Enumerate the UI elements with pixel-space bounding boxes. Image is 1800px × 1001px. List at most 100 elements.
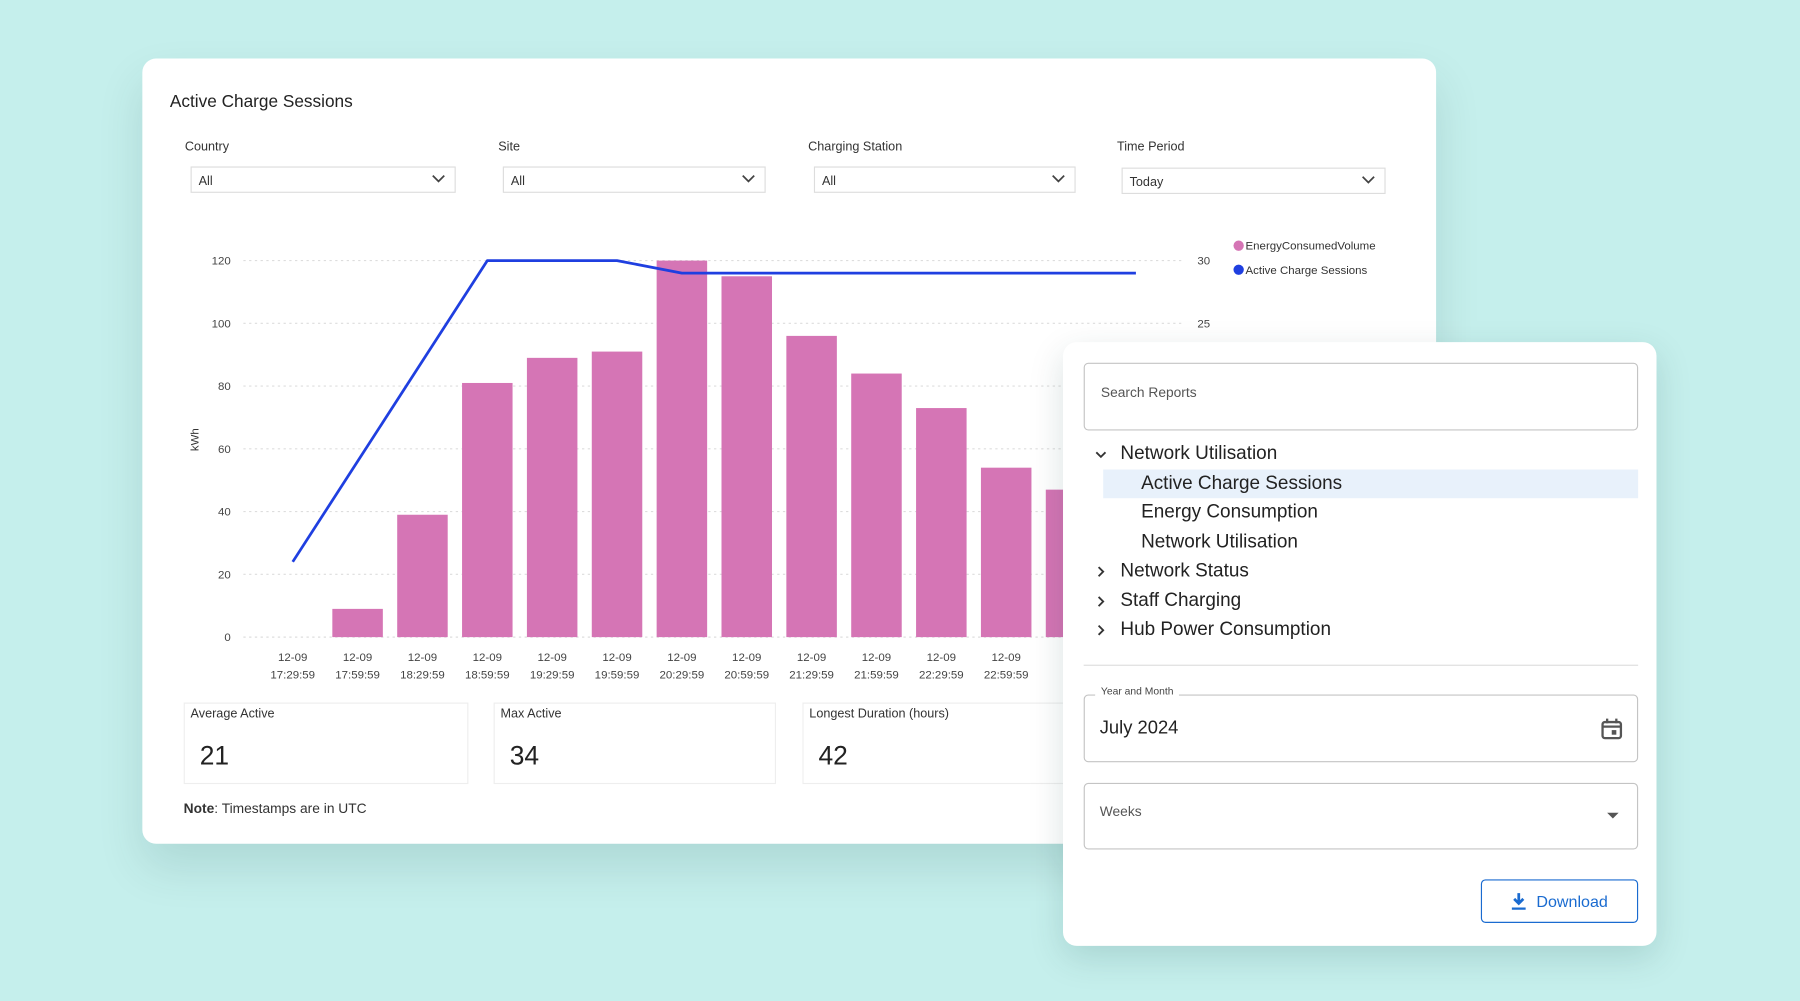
- calendar-icon[interactable]: [1600, 717, 1623, 740]
- x-tick-label: 12-09 19:29:59: [529, 652, 575, 682]
- chevron-line: [432, 175, 445, 183]
- chevron: [742, 175, 755, 183]
- filter-value: Today: [1129, 175, 1164, 190]
- y-tick-label: 120: [212, 256, 231, 268]
- legend-label: Active Charge Sessions: [1246, 265, 1368, 277]
- date-field-label: Year and Month: [1095, 685, 1180, 697]
- y-tick-label: 60: [218, 444, 231, 456]
- y-tick-label: 20: [218, 569, 231, 581]
- filter-label: Site: [498, 140, 520, 154]
- x-tick-label: 12-09 21:29:59: [789, 652, 834, 682]
- x-tick-label: 12-09 18:29:59: [400, 652, 445, 682]
- tree-item[interactable]: Energy Consumption: [1141, 501, 1318, 523]
- note-label: Note: [183, 800, 215, 817]
- y2-tick-label: 25: [1197, 318, 1210, 330]
- filter-label: Country: [184, 140, 230, 154]
- filter-dropdown[interactable]: All: [502, 166, 766, 193]
- download-icon: [1512, 893, 1527, 910]
- stat-box: Max Active 34: [493, 702, 777, 785]
- date-field-value: July 2024: [1099, 718, 1179, 739]
- stat-box: Longest Duration (hours) 42: [802, 702, 1085, 785]
- chevron: [1362, 176, 1375, 184]
- stat-value: 21: [199, 740, 230, 771]
- y2-tick-label: 30: [1197, 256, 1210, 268]
- chevron-line: [1052, 175, 1065, 183]
- tree-item[interactable]: Staff Charging: [1120, 589, 1242, 611]
- chevron: [432, 175, 445, 183]
- weeks-placeholder: Weeks: [1099, 803, 1142, 820]
- legend-swatch: [1233, 264, 1244, 275]
- tree-chevron: [1095, 451, 1107, 459]
- chevron-line: [1097, 595, 1105, 607]
- bar: [786, 335, 837, 638]
- stat-value: 42: [818, 740, 848, 771]
- y-tick-label: 40: [218, 507, 231, 519]
- tree-item[interactable]: Active Charge Sessions: [1141, 472, 1343, 494]
- bar: [721, 276, 773, 638]
- date-field[interactable]: Year and Month July 2024: [1083, 685, 1639, 763]
- line: [291, 259, 1136, 563]
- chevron-line: [1362, 176, 1375, 184]
- filter-dropdown[interactable]: Today: [1121, 167, 1386, 195]
- bar: [332, 608, 383, 638]
- divider: [1083, 664, 1639, 666]
- tree-chevron: [1097, 595, 1105, 607]
- chevron-line: [1097, 624, 1105, 636]
- download-label: Download: [1536, 891, 1608, 911]
- bar: [462, 382, 513, 638]
- tree-chevron: [1097, 624, 1105, 636]
- chevron-line: [1097, 566, 1105, 577]
- download-button[interactable]: Download: [1480, 879, 1639, 923]
- tree-item[interactable]: Network Utilisation: [1141, 530, 1298, 552]
- search-placeholder: Search Reports: [1100, 384, 1197, 401]
- filter-dropdown[interactable]: All: [813, 166, 1076, 193]
- note-text: : Timestamps are in UTC: [214, 800, 367, 817]
- report-panel: Search Reports Year and Month July 2024 …: [1063, 342, 1657, 946]
- dropdown-arrow: [1607, 812, 1619, 819]
- search-box[interactable]: Search Reports: [1083, 362, 1639, 431]
- weeks-select[interactable]: Weeks: [1083, 782, 1639, 850]
- legend-swatch: [1233, 240, 1244, 251]
- x-tick-label: 12-09 20:59:59: [724, 652, 770, 682]
- filter-value: All: [198, 174, 213, 189]
- x-tick-label: 12-09 18:59:59: [464, 652, 510, 682]
- tree-item[interactable]: Hub Power Consumption: [1120, 618, 1331, 640]
- tree-chevron: [1097, 566, 1105, 577]
- x-tick-label: 12-09 20:29:59: [659, 652, 705, 682]
- legend-label: EnergyConsumedVolume: [1246, 241, 1376, 253]
- chevron-line: [742, 175, 755, 183]
- note: Note: Timestamps are in UTC: [184, 800, 367, 816]
- y-tick-label: 100: [212, 318, 231, 330]
- y-tick-label: 0: [224, 632, 230, 644]
- stat-label: Longest Duration (hours): [809, 707, 950, 721]
- x-tick-label: 12-09 22:29:59: [918, 652, 964, 682]
- bar: [656, 260, 708, 638]
- bar: [916, 408, 967, 638]
- filter-label: Time Period: [1116, 140, 1185, 154]
- chevron-line: [1095, 451, 1107, 459]
- bar: [591, 351, 643, 638]
- x-tick-label: 12-09 17:59:59: [335, 652, 380, 682]
- tree-item[interactable]: Network Utilisation: [1120, 443, 1278, 464]
- x-tick-label: 12-09 21:59:59: [854, 652, 899, 682]
- filter-value: All: [821, 174, 836, 189]
- bar: [980, 467, 1032, 638]
- stat-label: Average Active: [190, 707, 275, 721]
- x-tick-label: 12-09 22:59:59: [983, 652, 1029, 682]
- filter-label: Charging Station: [808, 140, 903, 154]
- tree-item[interactable]: Network Status: [1120, 560, 1249, 581]
- card-title: Active Charge Sessions: [169, 91, 353, 112]
- x-tick-label: 12-09 17:29:59: [270, 652, 316, 682]
- filter-dropdown[interactable]: All: [190, 166, 456, 193]
- y-axis-label: kWh: [190, 428, 202, 451]
- y-tick-label: 80: [218, 381, 231, 393]
- filter-value: All: [510, 174, 525, 189]
- bar: [397, 514, 448, 638]
- stat-box: Average Active 21: [183, 702, 469, 785]
- stat-label: Max Active: [500, 707, 562, 721]
- stat-value: 34: [509, 740, 540, 771]
- bar: [526, 357, 578, 638]
